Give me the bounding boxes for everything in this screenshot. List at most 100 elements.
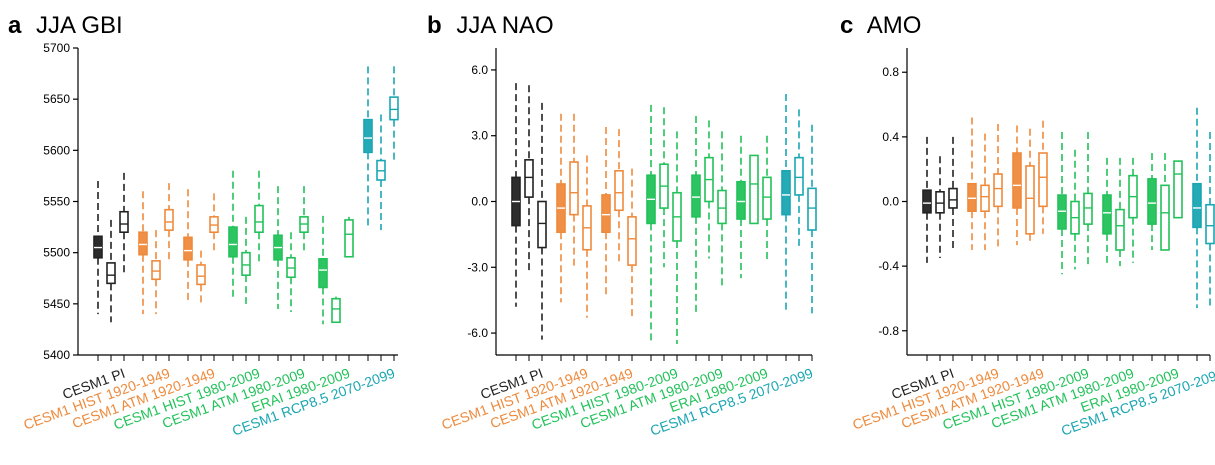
boxplot-min bbox=[524, 85, 534, 274]
box bbox=[537, 200, 547, 249]
boxplot-mean bbox=[273, 186, 283, 309]
box bbox=[1102, 194, 1112, 235]
box bbox=[1192, 182, 1202, 229]
box bbox=[736, 180, 746, 220]
panel-title: a JJA GBI bbox=[8, 12, 123, 39]
boxplot-max bbox=[1173, 160, 1183, 219]
boxplot-max bbox=[254, 170, 264, 263]
box bbox=[363, 118, 373, 154]
box bbox=[228, 226, 238, 258]
boxplot-mean bbox=[1147, 153, 1157, 250]
box bbox=[935, 191, 945, 214]
boxplot-max bbox=[672, 131, 682, 345]
box bbox=[1147, 178, 1157, 225]
boxplot-mean bbox=[922, 136, 932, 263]
box bbox=[781, 170, 791, 216]
y-tick-label: 0.4 bbox=[882, 130, 899, 144]
boxplot-mean bbox=[556, 113, 566, 303]
boxplot-mean bbox=[646, 105, 656, 345]
boxplot-min bbox=[376, 114, 386, 231]
boxplot-min bbox=[704, 120, 714, 259]
boxplot-mean bbox=[1192, 107, 1202, 309]
box bbox=[254, 204, 264, 234]
boxplot-min bbox=[1070, 149, 1080, 270]
y-tick-label: 6.0 bbox=[471, 63, 488, 77]
box bbox=[183, 236, 193, 261]
boxplot-max bbox=[119, 172, 129, 274]
box bbox=[762, 176, 772, 220]
box bbox=[1025, 165, 1035, 235]
boxplot-mean bbox=[601, 126, 611, 296]
panel-name: JJA GBI bbox=[36, 12, 123, 39]
box bbox=[344, 219, 354, 258]
box bbox=[138, 231, 148, 256]
boxplot-min bbox=[1205, 132, 1215, 309]
box bbox=[749, 154, 759, 225]
boxplot-mean bbox=[1057, 132, 1067, 275]
boxplot-min bbox=[659, 107, 669, 268]
box bbox=[922, 189, 932, 214]
box bbox=[1083, 192, 1093, 225]
panel-letter: b bbox=[427, 12, 442, 39]
y-tick-label: 5550 bbox=[43, 195, 70, 209]
boxplot-max bbox=[1083, 132, 1093, 267]
boxplot-mean bbox=[1102, 157, 1112, 267]
y-tick-label: -0.8 bbox=[878, 324, 899, 338]
boxplot-mean bbox=[511, 83, 521, 307]
box bbox=[1205, 203, 1215, 245]
box bbox=[106, 262, 116, 285]
boxplot-max bbox=[164, 183, 174, 263]
boxplot-min bbox=[1025, 128, 1035, 242]
box bbox=[627, 216, 637, 266]
y-tick-label: 5650 bbox=[43, 92, 70, 106]
y-tick-label: 0.0 bbox=[882, 195, 899, 209]
panel-letter: a bbox=[8, 12, 22, 39]
box bbox=[331, 297, 341, 324]
boxplot-mean bbox=[967, 117, 977, 250]
boxplot-min bbox=[241, 216, 251, 304]
box bbox=[164, 208, 174, 231]
boxplot-max bbox=[389, 66, 399, 161]
panel-letter: c bbox=[840, 12, 853, 39]
boxplot-max bbox=[299, 186, 309, 253]
boxplot-max bbox=[344, 216, 354, 258]
boxplot-mean bbox=[736, 135, 746, 279]
y-tick-label: 0.8 bbox=[882, 65, 899, 79]
y-tick-label: 5600 bbox=[43, 143, 70, 157]
boxplot-max bbox=[582, 155, 592, 318]
y-tick-label: -3.0 bbox=[467, 260, 488, 274]
boxplot-min bbox=[1115, 157, 1125, 267]
box bbox=[1160, 184, 1170, 251]
box bbox=[389, 96, 399, 121]
boxplot-max bbox=[717, 131, 727, 290]
boxplot-max bbox=[537, 102, 547, 340]
box bbox=[1038, 152, 1048, 208]
box bbox=[691, 174, 701, 218]
boxplot-max bbox=[762, 135, 772, 263]
boxplot-max bbox=[807, 124, 817, 314]
boxplot-mean bbox=[318, 215, 328, 325]
boxplot-mean bbox=[363, 66, 373, 228]
boxplot-min bbox=[331, 296, 341, 324]
boxplot-min bbox=[749, 154, 759, 225]
boxplot-max bbox=[993, 123, 1003, 247]
boxplot-min bbox=[196, 250, 206, 306]
y-tick-label: -6.0 bbox=[467, 326, 488, 340]
boxplot-mean bbox=[1012, 125, 1022, 246]
box bbox=[196, 264, 206, 286]
y-tick-label: 0.0 bbox=[471, 195, 488, 209]
boxplot-min bbox=[614, 129, 624, 263]
boxplot-min bbox=[935, 156, 945, 259]
box bbox=[524, 159, 534, 198]
boxplot-min bbox=[151, 230, 161, 315]
box bbox=[569, 161, 579, 216]
box bbox=[967, 182, 977, 212]
boxplot-mean bbox=[138, 191, 148, 315]
box bbox=[980, 184, 990, 212]
box bbox=[717, 189, 727, 225]
y-tick-label: 3.0 bbox=[471, 129, 488, 143]
boxplot-mean bbox=[781, 94, 791, 314]
box bbox=[151, 260, 161, 281]
panel-name: JJA NAO bbox=[456, 12, 553, 39]
